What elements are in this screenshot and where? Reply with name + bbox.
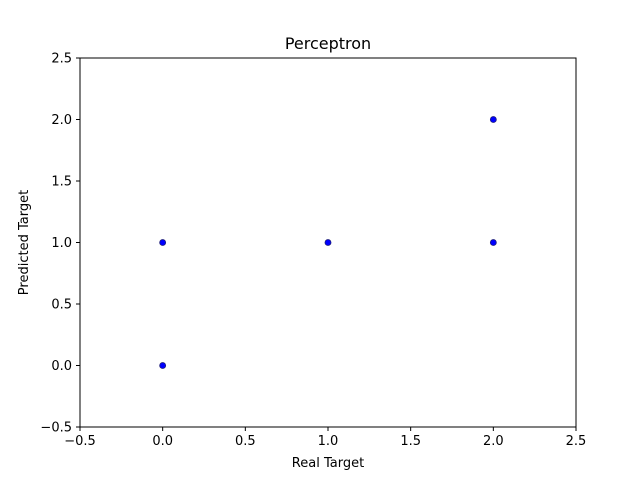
x-tick-label: 1.5 xyxy=(400,434,421,449)
scatter-point xyxy=(489,239,497,246)
y-tick-label: 2.5 xyxy=(51,52,72,67)
x-tick-label: 0.5 xyxy=(235,434,256,449)
scatter-point xyxy=(489,116,497,123)
y-tick-label: 2.0 xyxy=(51,113,72,128)
chart-title: Perceptron xyxy=(285,34,371,53)
points-layer xyxy=(159,116,497,369)
y-tick-label: 1.5 xyxy=(51,175,72,190)
y-axis-ticks: −0.5 0.0 0.5 1.0 1.5 2.0 2.5 xyxy=(40,52,80,436)
y-axis-label: Predicted Target xyxy=(17,190,32,295)
y-tick-label: 0.5 xyxy=(51,298,72,313)
x-tick-label: −0.5 xyxy=(64,434,96,449)
y-tick-label: 1.0 xyxy=(51,236,72,251)
scatter-point xyxy=(159,239,167,246)
x-tick-label: 0.0 xyxy=(152,434,173,449)
x-axis-label: Real Target xyxy=(292,456,364,471)
x-axis-ticks: −0.5 0.0 0.5 1.0 1.5 2.0 2.5 xyxy=(64,427,586,449)
x-tick-label: 2.5 xyxy=(566,434,587,449)
x-tick-label: 1.0 xyxy=(318,434,339,449)
scatter-point xyxy=(324,239,332,246)
x-tick-label: 2.0 xyxy=(483,434,504,449)
scatter-point xyxy=(159,362,167,369)
y-tick-label: −0.5 xyxy=(40,421,72,436)
y-tick-label: 0.0 xyxy=(51,359,72,374)
